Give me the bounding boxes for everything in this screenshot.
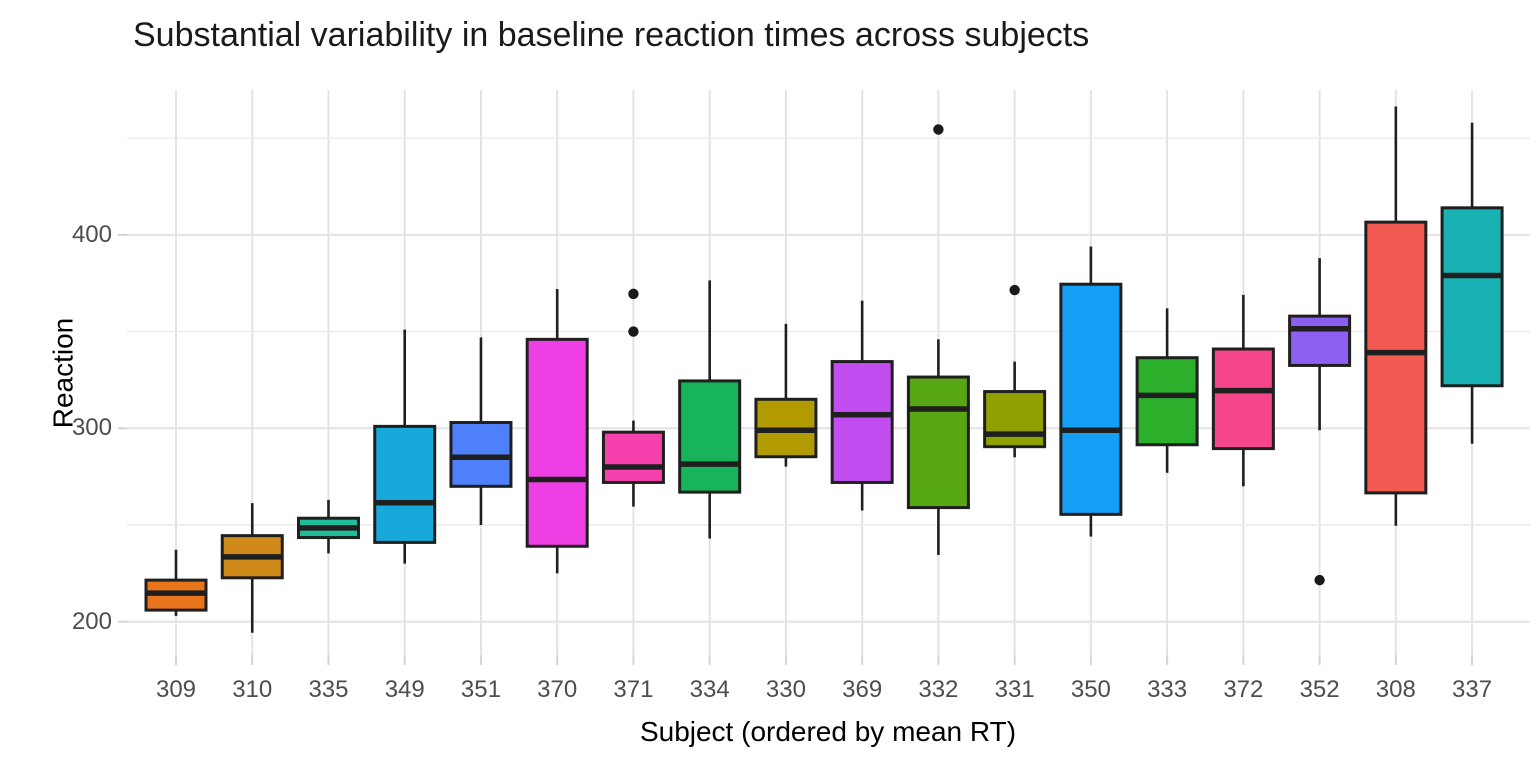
x-tick-label-370: 370	[537, 676, 578, 703]
boxplot-group-369	[830, 300, 894, 511]
y-tick-label-400: 400	[71, 220, 112, 248]
boxplot-group-308	[1364, 106, 1428, 526]
x-tick-label-351: 351	[460, 676, 501, 703]
y-tick-label-200: 200	[71, 607, 112, 635]
x-tick-label-330: 330	[765, 676, 806, 703]
plot-title: Substantial variability in baseline reac…	[133, 16, 1090, 54]
boxplot-group-335	[296, 499, 360, 554]
boxplot-group-350	[1059, 246, 1123, 537]
boxplot-group-333	[1135, 308, 1199, 473]
box-352	[1288, 314, 1352, 367]
box-331	[983, 390, 1047, 449]
boxplot-group-351	[449, 337, 513, 525]
boxplot-group-370	[525, 289, 589, 574]
boxplot-group-349	[373, 329, 437, 564]
x-tick-label-332: 332	[918, 676, 959, 703]
outlier-point-371-1	[628, 288, 639, 300]
y-axis-title: Reaction	[47, 317, 79, 429]
x-tick-label-309: 309	[155, 676, 197, 703]
box-350	[1059, 282, 1123, 516]
outlier-point-371-0	[628, 326, 639, 337]
x-tick-label-350: 350	[1070, 676, 1111, 703]
x-tick-label-371: 371	[613, 676, 654, 703]
boxplot-group-337	[1440, 122, 1504, 444]
box-370	[525, 337, 589, 548]
x-tick-label-335: 335	[308, 676, 349, 703]
boxplot-group-330	[754, 323, 818, 467]
box-337	[1440, 206, 1504, 388]
box-308	[1364, 220, 1428, 495]
x-tick-label-369: 369	[842, 676, 883, 703]
box-334	[678, 379, 742, 494]
x-tick-label-337: 337	[1452, 676, 1493, 703]
box-351	[449, 420, 513, 488]
boxplot-group-331	[983, 284, 1047, 458]
outlier-point-332-0	[933, 124, 944, 135]
x-tick-label-372: 372	[1223, 676, 1264, 703]
y-tick-label-300: 300	[71, 414, 112, 442]
x-tick-label-333: 333	[1147, 676, 1188, 703]
boxplot-group-332	[906, 124, 970, 555]
boxplot-group-309	[144, 549, 208, 616]
x-tick-label-308: 308	[1375, 676, 1416, 703]
boxplot-group-310	[220, 503, 284, 633]
boxplot-group-371	[601, 288, 665, 507]
boxplot-group-352	[1288, 258, 1352, 586]
x-tick-label-352: 352	[1299, 676, 1340, 703]
x-tick-label-310: 310	[232, 676, 273, 703]
x-tick-label-349: 349	[384, 676, 425, 703]
outlier-point-331-0	[1009, 284, 1020, 296]
box-332	[906, 375, 970, 510]
outlier-point-352-0	[1314, 574, 1325, 586]
x-tick-label-334: 334	[689, 676, 730, 703]
box-372	[1211, 347, 1275, 451]
box-349	[373, 424, 437, 544]
box-369	[830, 360, 894, 484]
boxplot-group-372	[1211, 294, 1275, 487]
boxplot-group-334	[678, 280, 742, 539]
box-371	[601, 430, 665, 484]
x-tick-label-331: 331	[994, 676, 1035, 703]
box-333	[1135, 356, 1199, 447]
x-axis-title: Subject (ordered by mean RT)	[639, 716, 1017, 747]
